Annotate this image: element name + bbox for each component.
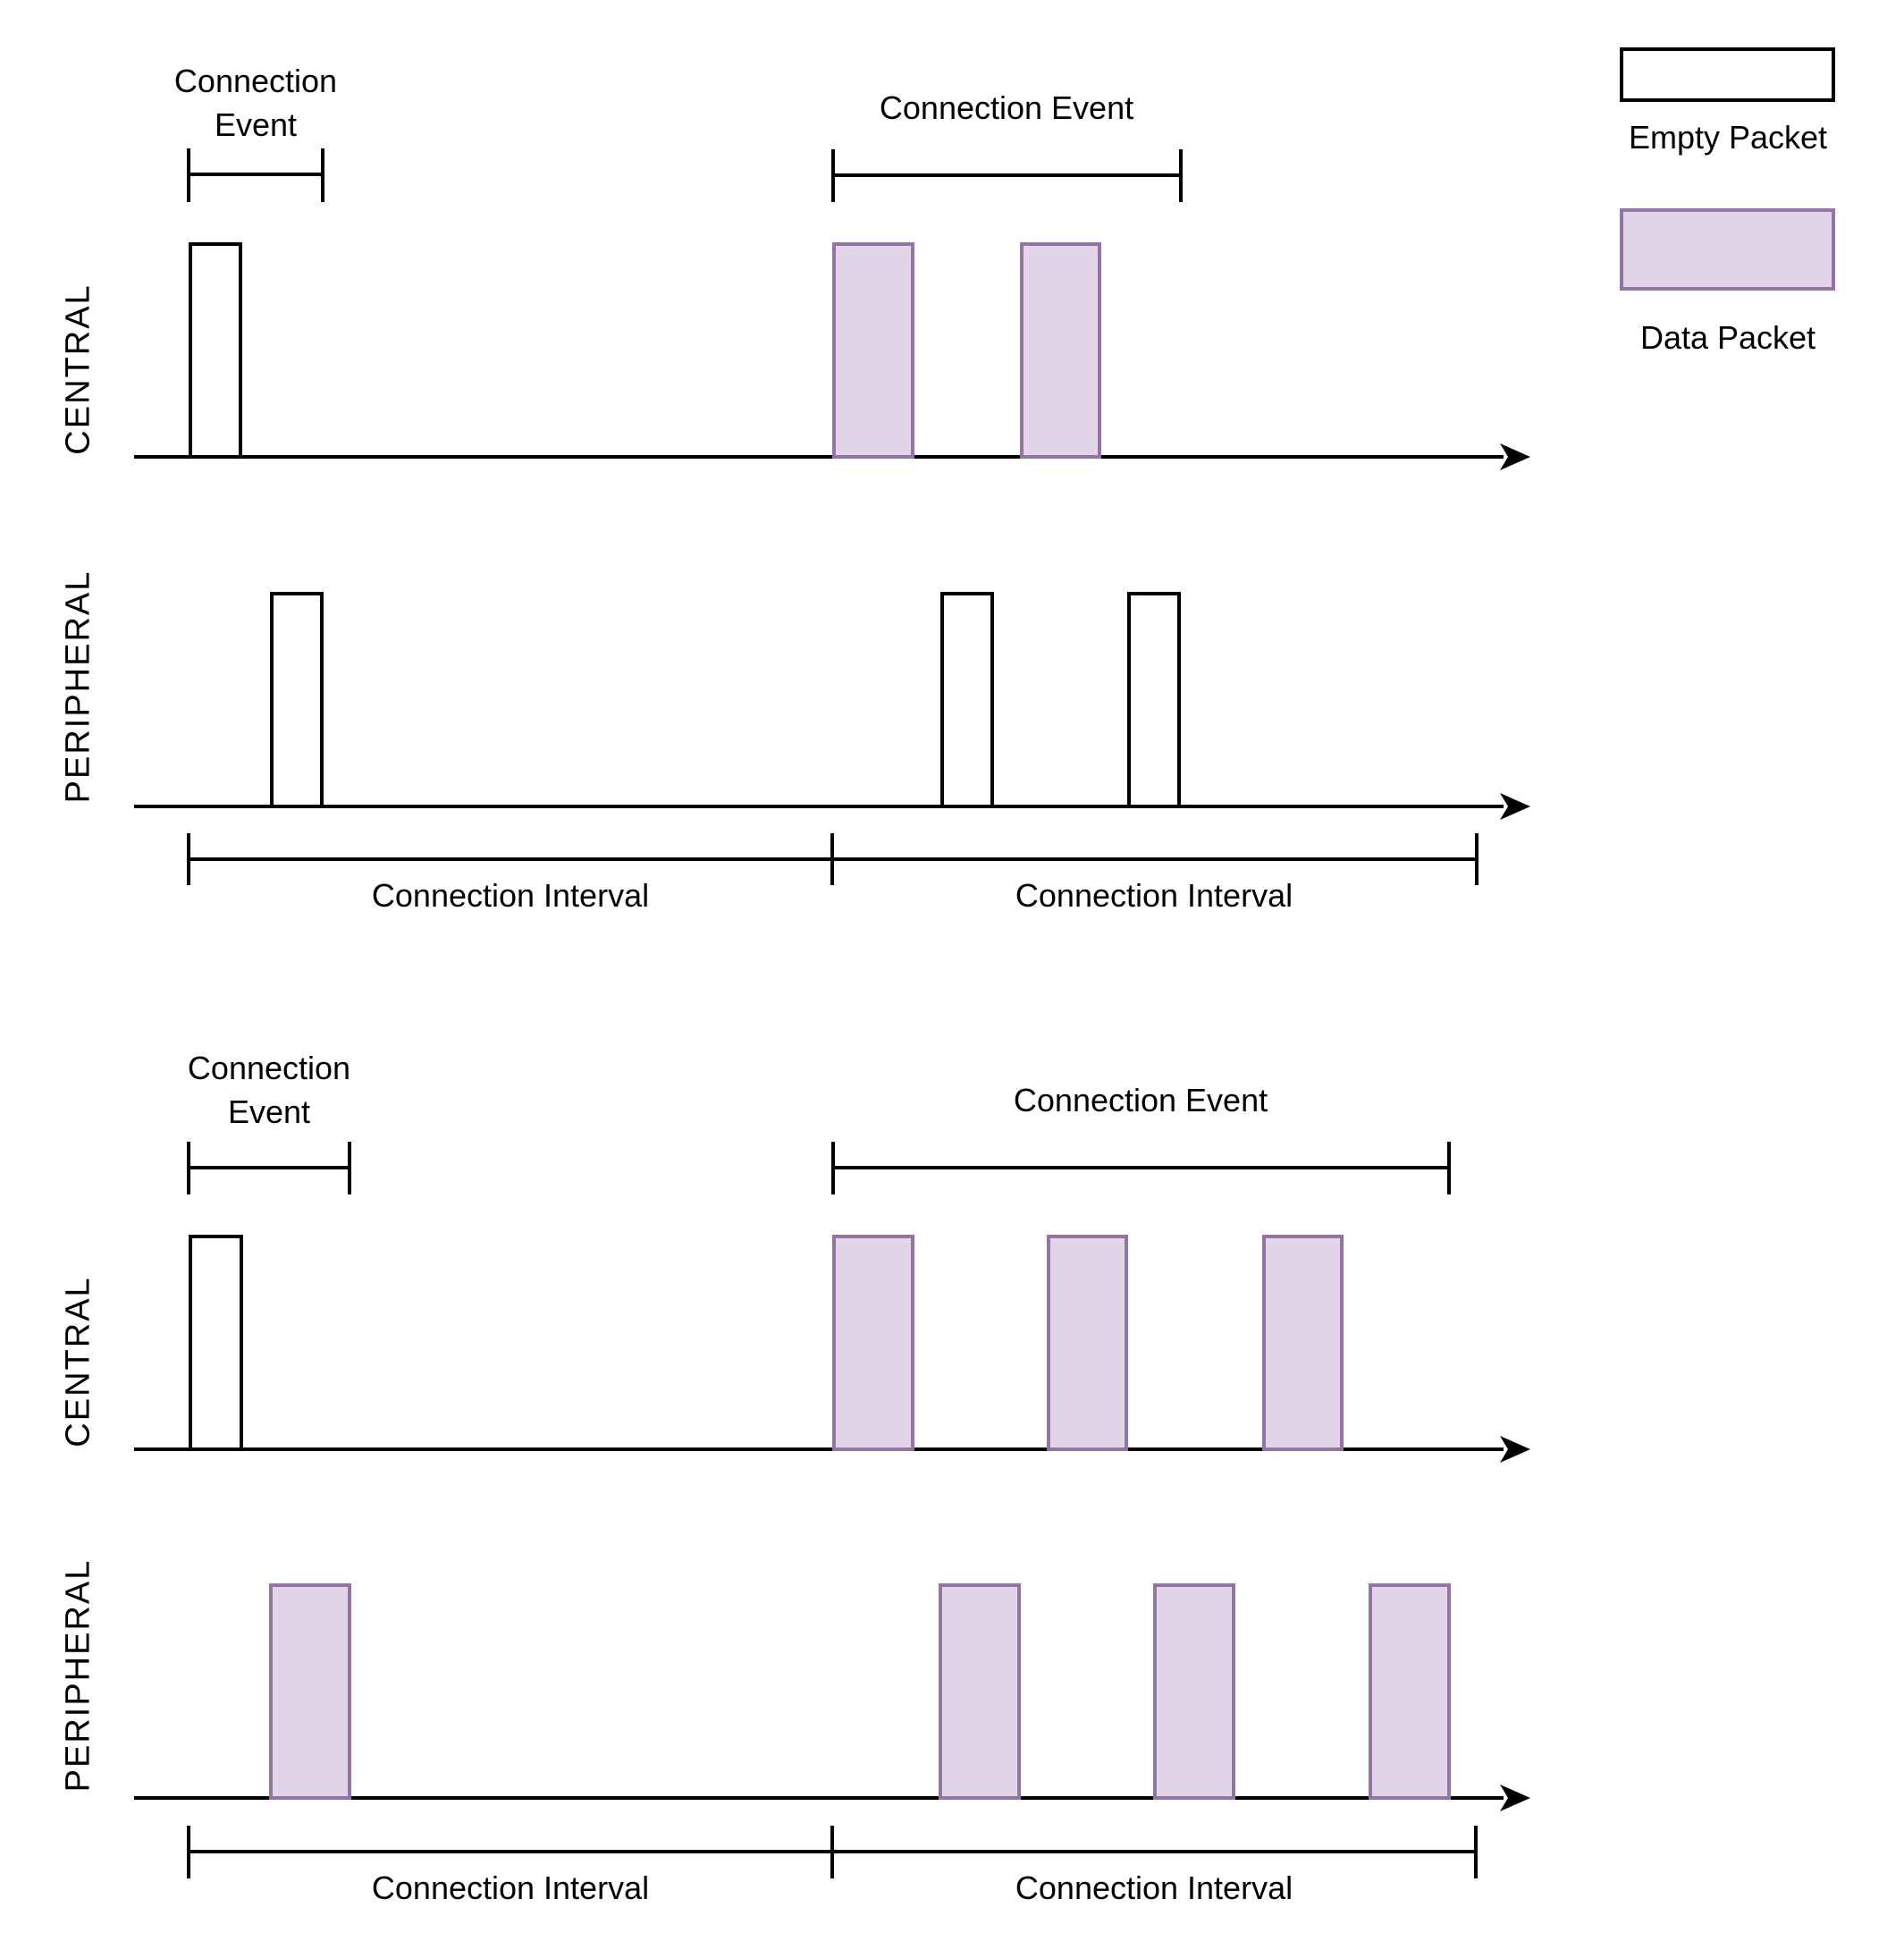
central-label: CENTRAL [59, 283, 97, 455]
connection-interval-label: Connection Interval [1015, 1869, 1293, 1906]
connection-event-bracket-tick [348, 1142, 351, 1194]
data-packet [832, 242, 914, 459]
connection-event-bracket-line [833, 1166, 1449, 1169]
connection-event-bracket-line [189, 173, 323, 176]
empty-packet [189, 242, 242, 459]
connection-event-bracket-tick [187, 1142, 190, 1194]
connection-event-label: Connection Event [173, 63, 338, 143]
connection-event-bracket-tick [831, 1142, 835, 1194]
connection-interval-label: Connection Interval [371, 877, 650, 914]
legend-empty-packet-swatch [1620, 47, 1835, 102]
data-packet [1020, 242, 1101, 459]
connection-event-bracket-tick [1447, 1142, 1451, 1194]
empty-packet [189, 1235, 243, 1451]
timeline-axis [134, 805, 1504, 808]
axis-arrow-icon [1500, 443, 1530, 470]
data-packet [1262, 1235, 1344, 1451]
connection-event-bracket-line [833, 173, 1181, 177]
empty-packet [270, 592, 324, 808]
legend-empty-packet-label: Empty Packet [1628, 119, 1828, 156]
connection-interval-bracket-tick [830, 1826, 834, 1878]
peripheral-label: PERIPHERAL [59, 1558, 97, 1793]
connection-event-bracket-tick [1179, 149, 1183, 202]
connection-interval-bracket-tick [187, 833, 190, 885]
connection-interval-label: Connection Interval [1015, 877, 1293, 914]
legend-data-packet-label: Data Packet [1639, 319, 1816, 356]
axis-arrow-icon [1500, 1785, 1530, 1811]
axis-arrow-icon [1500, 793, 1530, 820]
connection-event-label: Connection Event [187, 1050, 351, 1130]
connection-event-label: Connection Event [879, 89, 1134, 126]
timeline-axis [134, 455, 1504, 459]
data-packet [269, 1583, 351, 1800]
connection-interval-label: Connection Interval [371, 1869, 650, 1906]
timeline-axis [134, 1447, 1504, 1451]
data-packet [939, 1583, 1021, 1800]
connection-interval-bracket-tick [187, 1826, 190, 1878]
empty-packet [940, 592, 994, 808]
axis-arrow-icon [1500, 1436, 1530, 1463]
connection-interval-bracket-tick [830, 833, 834, 885]
connection-event-bracket-tick [321, 148, 324, 202]
data-packet [832, 1235, 914, 1451]
peripheral-label: PERIPHERAL [59, 570, 97, 804]
connection-interval-bracket-tick [1474, 1826, 1478, 1878]
connection-event-label: Connection Event [1013, 1082, 1268, 1118]
data-packet [1153, 1583, 1235, 1800]
connection-event-bracket-line [189, 1166, 350, 1169]
timeline-axis [134, 1796, 1504, 1800]
connection-event-bracket-tick [831, 149, 835, 202]
data-packet [1369, 1583, 1451, 1800]
empty-packet [1127, 592, 1181, 808]
connection-event-bracket-tick [187, 148, 190, 202]
connection-interval-bracket-tick [1475, 833, 1479, 885]
data-packet [1047, 1235, 1128, 1451]
legend-data-packet-swatch [1620, 208, 1835, 291]
central-label: CENTRAL [59, 1276, 97, 1447]
